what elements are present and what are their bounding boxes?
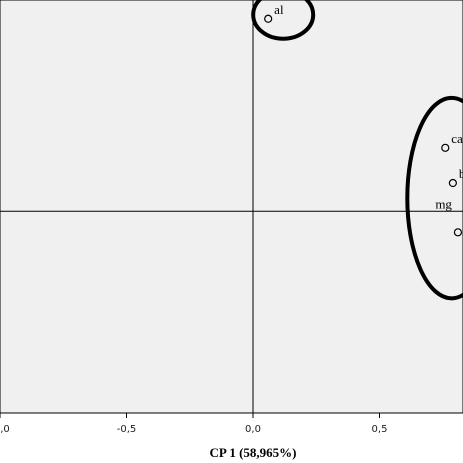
point-al	[264, 14, 273, 23]
point-label-b: b	[459, 166, 463, 181]
point-label-al: al	[274, 2, 284, 17]
plot-area	[0, 0, 463, 414]
point-label-mg: mg	[435, 196, 452, 211]
x-tick-label: 0,5	[372, 424, 388, 435]
x-axis: -1,0 -0,5 0,0 0,5	[0, 412, 463, 435]
point-ca	[441, 143, 450, 152]
group-ellipse-2	[405, 95, 463, 301]
x-axis-title: CP 1 (58,965%)	[209, 445, 296, 460]
x-tick-label: -0,5	[117, 424, 137, 435]
point-label-ca: ca	[451, 131, 463, 146]
group-ellipses	[251, 0, 463, 301]
data-points: al ca bmg	[264, 2, 463, 237]
x-tick-label: -1,0	[0, 424, 10, 435]
reference-lines	[0, 0, 463, 413]
group-ellipse-1	[251, 0, 316, 41]
point-b	[448, 178, 457, 188]
point-mg	[453, 228, 463, 237]
x-tick-label: 0,0	[245, 424, 261, 435]
